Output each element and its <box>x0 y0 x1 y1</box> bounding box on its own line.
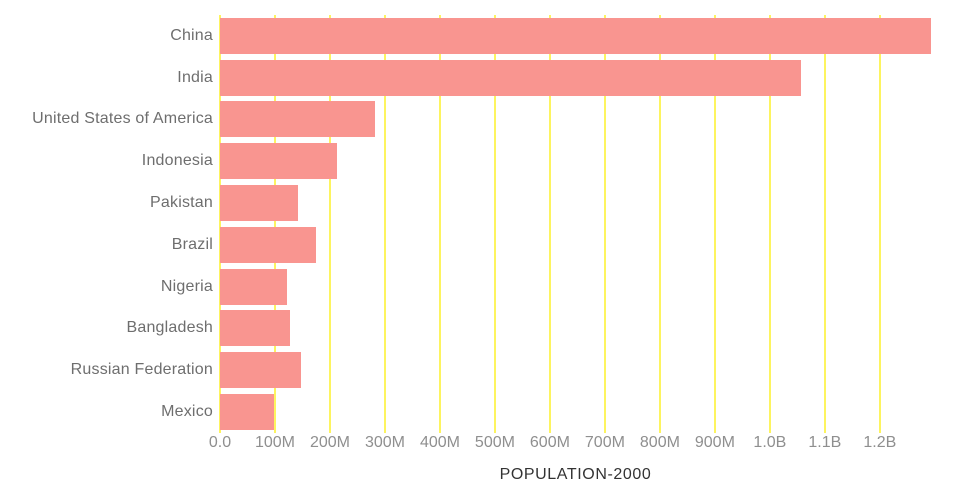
gridline-900M <box>713 15 716 433</box>
y-axis-labels: China India United States of America Indone… <box>0 15 213 433</box>
bar-United States of America <box>220 101 376 138</box>
x-tick-label-400M: 400M <box>419 434 460 451</box>
x-tick-label-500M: 500M <box>474 434 515 451</box>
category-label-6: Nigeria <box>160 277 213 295</box>
gridline-0.0 <box>219 15 221 433</box>
x-tick-label-800M: 800M <box>639 434 680 451</box>
bar-row-1 <box>220 57 931 99</box>
x-tick-label-1.2B: 1.2B <box>863 434 897 451</box>
bar-row-3 <box>220 140 931 182</box>
gridline-500M <box>493 15 496 433</box>
gridline-1.2B <box>878 15 881 433</box>
gridline-200M <box>328 15 331 433</box>
bar-Pakistan <box>220 185 299 222</box>
category-label-4: Pakistan <box>150 194 213 212</box>
bar-row-7 <box>220 308 931 350</box>
bar-series <box>220 15 931 433</box>
bar-row-4 <box>220 182 931 224</box>
x-tick-label-600M: 600M <box>529 434 570 451</box>
category-label-1: India <box>177 68 213 86</box>
bar-row-6 <box>220 266 931 308</box>
bar-India <box>220 59 802 96</box>
x-tick-label-700M: 700M <box>584 434 625 451</box>
bar-Brazil <box>220 226 317 263</box>
gridline-700M <box>603 15 606 433</box>
gridline-800M <box>658 15 661 433</box>
category-label-5: Brazil <box>171 235 213 253</box>
gridlines <box>219 15 931 433</box>
gridline-300M <box>383 15 386 433</box>
x-tick-label-100M: 100M <box>254 434 295 451</box>
category-label-0: China <box>170 26 213 44</box>
gridline-600M <box>548 15 551 433</box>
x-axis-ticks: 0.0 100M 200M 300M 400M 500M 600M 700M 800M 900M 1… <box>209 434 931 454</box>
x-tick-label-1.0B: 1.0B <box>753 434 787 451</box>
gridline-400M <box>438 15 441 433</box>
category-label-2: United States of America <box>32 110 213 128</box>
bar-Mexico <box>220 394 274 431</box>
bar-Indonesia <box>220 143 337 180</box>
bar-Nigeria <box>220 268 288 305</box>
gridline-1.1B <box>823 15 826 433</box>
category-label-8: Russian Federation <box>70 361 213 379</box>
bar-Bangladesh <box>220 310 291 347</box>
category-label-3: Indonesia <box>141 152 213 170</box>
bar-row-8 <box>220 349 931 391</box>
bar-row-2 <box>220 99 931 141</box>
bar-row-9 <box>220 391 931 433</box>
bar-Russian Federation <box>220 352 301 389</box>
bar-row-5 <box>220 224 931 266</box>
bar-China <box>220 17 931 54</box>
category-label-9: Mexico <box>161 403 213 421</box>
x-axis-title: POPULATION-2000 <box>499 466 652 483</box>
x-tick-label-200M: 200M <box>309 434 350 451</box>
bar-row-0 <box>220 15 931 57</box>
gridline-1.0B <box>768 15 771 433</box>
plot-area <box>219 15 931 433</box>
x-tick-label-0.0: 0.0 <box>208 434 232 451</box>
x-tick-label-900M: 900M <box>694 434 735 451</box>
x-tick-label-1.1B: 1.1B <box>808 434 842 451</box>
category-label-7: Bangladesh <box>126 319 213 337</box>
x-tick-label-300M: 300M <box>364 434 405 451</box>
gridline-100M <box>273 15 276 433</box>
